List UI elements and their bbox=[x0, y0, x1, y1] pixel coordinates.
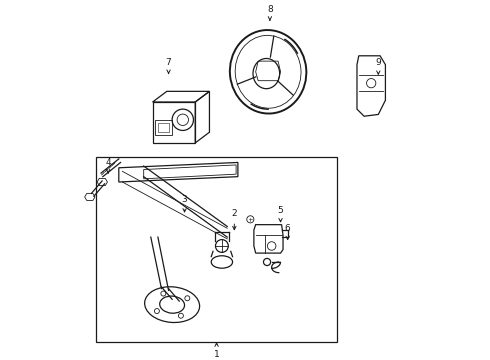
Text: 1: 1 bbox=[214, 343, 220, 359]
Text: 2: 2 bbox=[231, 210, 237, 230]
Text: 7: 7 bbox=[166, 58, 171, 73]
Bar bbox=[152, 102, 195, 143]
Text: 4: 4 bbox=[105, 158, 111, 173]
Bar bbox=[96, 157, 338, 342]
Text: 6: 6 bbox=[285, 224, 291, 239]
Text: 3: 3 bbox=[182, 195, 188, 212]
Text: 8: 8 bbox=[267, 5, 273, 20]
Bar bbox=[155, 120, 172, 135]
Text: 9: 9 bbox=[375, 58, 381, 74]
Text: 5: 5 bbox=[278, 206, 283, 222]
Bar bbox=[158, 123, 169, 132]
